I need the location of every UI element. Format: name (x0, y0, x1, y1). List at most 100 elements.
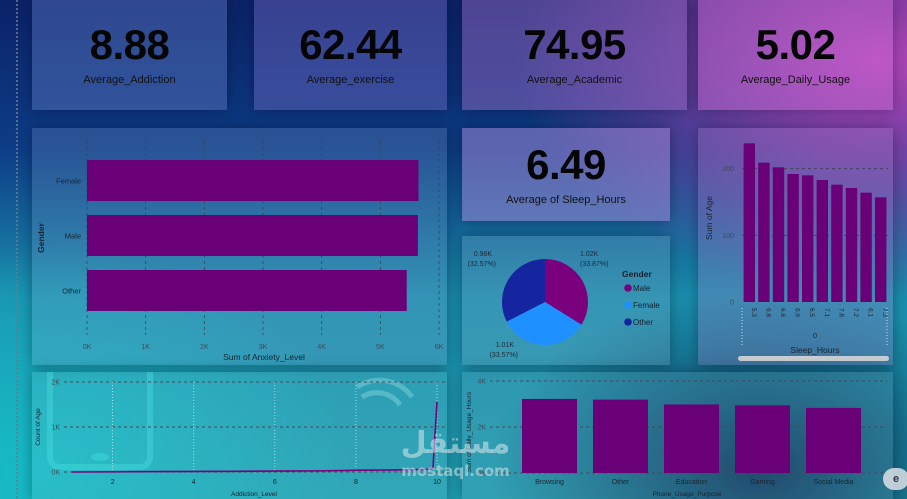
sleep-x-axis-title: Sleep_Hours (790, 345, 839, 355)
pie-value-label: 1.02K (580, 251, 599, 258)
category-label: 7.1 (823, 308, 830, 317)
bar-sleep-7.1[interactable] (816, 180, 828, 302)
sleep-chart-svg: 0 100 200 5.3 6.8 6.6 6.9 6.5 7.1 7.8 7.2 6.1 7.3 0… (704, 143, 889, 361)
pie-legend-title: Gender (622, 269, 652, 279)
x-tick-label: 8 (354, 479, 358, 486)
kpi-label: Average_exercise (306, 74, 395, 86)
category-label: Other (62, 287, 81, 296)
bar-other[interactable] (593, 399, 648, 473)
kpi-card-average-academic[interactable]: 74.95 Average_Academic (462, 0, 687, 110)
purpose-bars[interactable] (522, 398, 861, 473)
category-label: Gaming (750, 479, 775, 486)
chart-gender-pie[interactable]: 1.02K (33.87%) 1.01K (33.57%) 0.98K (32.57%) … (462, 236, 670, 365)
pie-data-labels: 1.02K (33.87%) 1.01K (33.57%) 0.98K (32.57%) (468, 251, 609, 359)
bar-browsing[interactable] (522, 398, 577, 473)
pie-slice-female[interactable] (506, 302, 582, 345)
x-tick-label: 3K (259, 344, 268, 351)
category-label: Education (676, 479, 707, 486)
sleep-category-labels: 5.3 6.8 6.6 6.9 6.5 7.1 7.8 7.2 6.1 7.3 (750, 308, 888, 317)
category-label: Social Media (813, 479, 853, 486)
y-tick-label: 0K (51, 470, 60, 477)
category-label: 5.3 (750, 308, 757, 317)
legend-dot-icon (624, 318, 632, 326)
pie-percent-label: (33.87%) (580, 261, 608, 268)
chart-anxiety-by-gender[interactable]: Female Male Other 0K 1K 2K 3K 4K 5K 6K Gender Su… (32, 128, 447, 365)
kpi-value: 62.44 (299, 21, 402, 68)
anxiety-x-axis-title: Sum of Anxiety_Level (223, 352, 305, 362)
addiction-gridlines (64, 381, 445, 473)
category-label: Male (65, 232, 81, 241)
purpose-chart-svg: 0K 2K 4K Browsing Other Education Gaming Socia… (466, 379, 887, 498)
purpose-category-labels: Browsing Other Education Gaming Social Media (535, 479, 854, 486)
x-tick-label: 6 (273, 479, 277, 486)
x-tick-label: 4K (317, 344, 326, 351)
bar-gaming[interactable] (735, 405, 790, 473)
bar-sleep-6.1[interactable] (860, 192, 872, 302)
addiction-axis-ticks: 0K 1K 2K 2 4 6 8 10 (51, 380, 441, 487)
addiction-y-axis-title: Count of Age (35, 408, 42, 446)
category-label: 6.8 (764, 308, 771, 317)
pie-legend[interactable]: Gender Male Female Other (622, 269, 660, 327)
anxiety-bars[interactable] (87, 160, 419, 311)
y-tick-label: 1K (51, 425, 60, 432)
chart-daily-usage-by-purpose[interactable]: 0K 2K 4K Browsing Other Education Gaming Socia… (462, 372, 893, 499)
bar-sleep-6.5[interactable] (802, 175, 814, 302)
sleep-group-label: 0 (813, 331, 817, 340)
legend-dot-icon (624, 284, 632, 292)
horizontal-scrollbar[interactable] (738, 356, 889, 361)
legend-item-female[interactable]: Female (624, 301, 660, 310)
bar-sleep-5.3[interactable] (743, 143, 755, 302)
bar-other[interactable] (87, 270, 407, 311)
page-guide-line (16, 0, 18, 499)
bar-sleep-7.2[interactable] (845, 188, 858, 302)
bar-male[interactable] (87, 215, 418, 256)
legend-item-other[interactable]: Other (624, 318, 653, 327)
anxiety-y-axis-title: Gender (36, 222, 46, 252)
y-tick-label: 4K (477, 379, 486, 386)
kpi-card-average-sleep-hours[interactable]: 6.49 Average of Sleep_Hours (462, 128, 670, 221)
sleep-bars[interactable] (743, 143, 887, 302)
kpi-card-average-addiction[interactable]: 8.88 Average_Addiction (32, 0, 227, 110)
pie-slice-other[interactable] (502, 259, 545, 322)
bar-sleep-7.3[interactable] (875, 197, 887, 302)
bar-sleep-6.6[interactable] (772, 167, 785, 302)
x-tick-label: 5K (376, 344, 385, 351)
category-label: Other (612, 479, 630, 486)
legend-label: Other (633, 318, 653, 327)
bar-female[interactable] (87, 160, 419, 201)
chart-age-by-sleep-hours[interactable]: 0 100 200 5.3 6.8 6.6 6.9 6.5 7.1 7.8 7.2 6.1 7.3 0… (698, 128, 893, 365)
addiction-line-series[interactable] (72, 401, 438, 473)
y-tick-label: 2K (51, 380, 60, 387)
pie-value-label: 0.98K (474, 251, 493, 258)
kpi-value: 74.95 (523, 21, 626, 68)
bar-education[interactable] (664, 404, 719, 473)
pie-slice-male[interactable] (545, 259, 588, 325)
x-tick-label: 4 (192, 479, 196, 486)
bar-sleep-6.8[interactable] (758, 162, 770, 302)
anxiety-category-labels: Female Male Other (56, 177, 82, 296)
bar-sleep-6.9[interactable] (787, 174, 799, 302)
y-tick-label: 100 (722, 233, 734, 240)
category-label: 6.1 (867, 308, 874, 317)
pie-percent-label: (32.57%) (468, 261, 496, 268)
corner-badge-button[interactable]: e (883, 468, 907, 490)
bar-sleep-7.8[interactable] (831, 184, 843, 302)
chart-count-age-by-addiction[interactable]: 0K 1K 2K 2 4 6 8 10 Count of Age Addiction_Leve… (32, 349, 447, 499)
category-label: Female (56, 177, 81, 186)
phone-decoration-icon (47, 349, 153, 470)
kpi-card-average-exercise[interactable]: 62.44 Average_exercise (254, 0, 447, 110)
kpi-label: Average_Addiction (83, 74, 176, 86)
kpi-card-average-daily-usage[interactable]: 5.02 Average_Daily_Usage (698, 0, 893, 110)
y-tick-label: 0 (730, 300, 734, 307)
purpose-y-axis-title: Sum of Daily_Usage_Hours (466, 391, 473, 472)
x-tick-label: 10 (433, 479, 441, 486)
category-label: 6.5 (808, 308, 815, 317)
x-tick-label: 1K (141, 344, 150, 351)
kpi-value: 6.49 (526, 140, 606, 188)
category-label: 6.6 (779, 308, 786, 317)
anxiety-chart-svg: Female Male Other 0K 1K 2K 3K 4K 5K 6K Gender Su… (36, 141, 444, 362)
bar-social-media[interactable] (806, 407, 861, 473)
legend-item-male[interactable]: Male (624, 284, 651, 293)
pie-slices[interactable] (502, 259, 588, 345)
category-label: 7.8 (837, 308, 844, 317)
